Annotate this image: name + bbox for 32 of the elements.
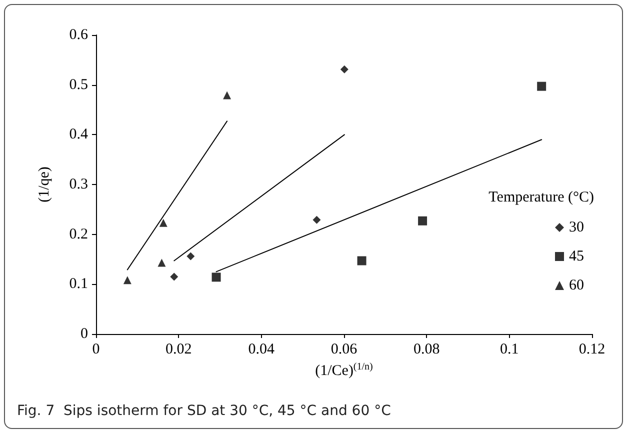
point <box>170 272 178 281</box>
point <box>223 91 232 100</box>
x-tick-label: 0.12 <box>578 342 606 358</box>
point <box>312 216 321 224</box>
x-tick-label: 0.08 <box>414 342 440 358</box>
legend-title: Temperature (°C) <box>488 190 594 206</box>
x-tick-label: 0.06 <box>330 342 358 358</box>
y-tick-label: 0.3 <box>69 176 88 192</box>
y-tick-label: 0 <box>80 326 88 342</box>
point <box>123 276 132 284</box>
point <box>537 82 546 91</box>
point <box>418 216 428 226</box>
legend-label: 45 <box>569 248 584 264</box>
y-tick-label: 0.1 <box>69 276 88 292</box>
point <box>159 218 168 227</box>
point <box>357 256 366 266</box>
y-tick-label: 0.6 <box>69 27 88 43</box>
y-tick-label: 0.2 <box>69 226 88 242</box>
y-tick-label: 0.4 <box>69 126 88 143</box>
y-axis-title: (1/qe) <box>36 166 52 202</box>
point <box>212 272 221 282</box>
x-tick-label: 0 <box>92 342 100 358</box>
point <box>340 65 348 74</box>
y-tick-label: 0.5 <box>69 76 88 93</box>
x-tick-label: 0.1 <box>500 342 519 358</box>
x-tick-label: 0.02 <box>166 342 192 358</box>
point <box>186 252 195 260</box>
legend-label: 30 <box>569 220 584 236</box>
text: Fig. 7 Sips isotherm for SD at 30 °C, 45 °C and 60 °C <box>17 403 391 419</box>
x-tick-label: 0.04 <box>248 342 275 358</box>
legend-label: 60 <box>569 278 584 294</box>
point <box>158 258 166 267</box>
